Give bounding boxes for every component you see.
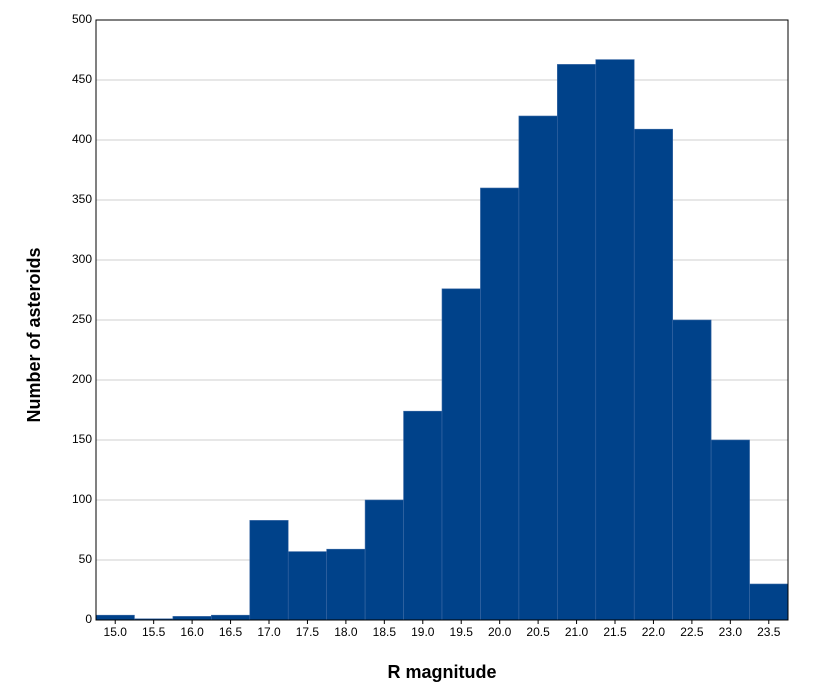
- bar: [710, 439, 750, 621]
- y-tick-label: 300: [72, 252, 92, 266]
- x-tick-label: 20.5: [526, 625, 550, 639]
- y-tick-label: 400: [72, 132, 92, 146]
- x-tick-label: 17.5: [296, 625, 320, 639]
- x-tick-label: 18.5: [373, 625, 397, 639]
- x-tick-label: 16.5: [219, 625, 243, 639]
- bar: [595, 59, 635, 621]
- y-tick-label: 500: [72, 12, 92, 26]
- y-tick-label: 200: [72, 372, 92, 386]
- y-tick-label: 350: [72, 192, 92, 206]
- x-tick-label: 15.5: [142, 625, 166, 639]
- y-tick-label: 250: [72, 312, 92, 326]
- y-tick-label: 150: [72, 432, 92, 446]
- y-tick-label: 450: [72, 72, 92, 86]
- x-tick-label: 21.5: [603, 625, 627, 639]
- bar: [518, 115, 558, 621]
- bar: [287, 551, 327, 621]
- y-axis-label: Number of asteroids: [24, 247, 44, 422]
- bar: [633, 128, 673, 621]
- x-tick-label: 22.0: [642, 625, 666, 639]
- bar: [557, 64, 597, 621]
- x-tick-label: 23.0: [719, 625, 743, 639]
- x-tick-label: 20.0: [488, 625, 512, 639]
- x-tick-label: 16.0: [180, 625, 204, 639]
- x-tick-label: 21.0: [565, 625, 589, 639]
- bar: [364, 499, 404, 621]
- plot-frame: [95, 19, 789, 621]
- y-tick-label: 50: [79, 552, 93, 566]
- y-tick-label: 100: [72, 492, 92, 506]
- x-tick-label: 17.0: [257, 625, 281, 639]
- bar: [480, 187, 520, 621]
- bar: [249, 520, 289, 621]
- x-tick-label: 23.5: [757, 625, 781, 639]
- y-tick-label: 0: [85, 612, 92, 626]
- x-tick-label: 18.0: [334, 625, 358, 639]
- x-tick-label: 15.0: [104, 625, 128, 639]
- bar: [326, 548, 366, 621]
- bar: [672, 319, 712, 621]
- x-axis-label: R magnitude: [387, 662, 496, 682]
- bar: [441, 288, 481, 621]
- bar: [749, 583, 789, 621]
- x-tick-label: 19.5: [450, 625, 474, 639]
- bar: [403, 410, 443, 621]
- x-tick-label: 19.0: [411, 625, 435, 639]
- bar: [172, 616, 212, 621]
- bar: [211, 614, 251, 621]
- x-tick-label: 22.5: [680, 625, 704, 639]
- bar: [95, 614, 135, 621]
